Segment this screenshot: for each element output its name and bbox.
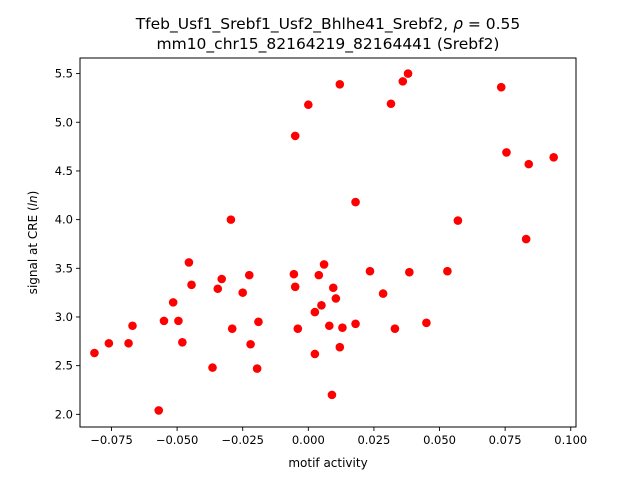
data-point-16 xyxy=(227,324,237,333)
data-point-15 xyxy=(226,215,236,224)
data-point-28 xyxy=(310,307,320,317)
data-point-4 xyxy=(128,321,137,331)
data-point-37 xyxy=(335,79,345,89)
y-tick-label: 3.5 xyxy=(55,261,73,275)
data-point-54 xyxy=(524,159,534,169)
data-point-41 xyxy=(365,266,375,276)
x-tick-label: 0.050 xyxy=(423,433,456,447)
y-tick-label: 5.0 xyxy=(55,115,73,129)
x-tick-label: −0.025 xyxy=(221,433,264,447)
data-point-30 xyxy=(317,301,326,310)
data-point-46 xyxy=(403,69,413,78)
data-point-25 xyxy=(293,324,303,333)
data-point-44 xyxy=(390,324,400,333)
data-point-5 xyxy=(154,406,164,415)
data-point-19 xyxy=(246,339,255,349)
data-point-20 xyxy=(252,364,262,373)
x-tick-label: 0.025 xyxy=(357,433,390,447)
chart-title-line2: mm10_chr15_82164219_82164441 (Srebf2) xyxy=(157,35,500,54)
data-point-10 xyxy=(184,258,194,267)
data-point-32 xyxy=(325,321,334,331)
data-point-35 xyxy=(331,294,341,303)
data-point-36 xyxy=(335,342,345,352)
data-point-39 xyxy=(351,197,360,207)
data-point-45 xyxy=(398,77,408,86)
data-point-21 xyxy=(254,317,263,327)
data-point-26 xyxy=(304,100,313,110)
x-tick-label: 0.075 xyxy=(489,433,522,447)
data-point-50 xyxy=(453,216,463,225)
data-point-2 xyxy=(104,338,114,348)
y-tick-label: 2.5 xyxy=(55,359,73,373)
data-point-9 xyxy=(178,338,187,347)
data-point-22 xyxy=(289,269,299,279)
data-point-17 xyxy=(238,288,248,297)
data-point-24 xyxy=(290,131,300,141)
axes-frame xyxy=(79,57,577,428)
data-point-49 xyxy=(443,266,452,276)
x-tick-label: −0.075 xyxy=(90,433,133,447)
data-point-11 xyxy=(187,280,196,290)
data-point-8 xyxy=(174,316,183,326)
data-point-48 xyxy=(422,318,431,328)
data-point-13 xyxy=(213,284,223,294)
data-point-31 xyxy=(319,260,329,269)
data-point-40 xyxy=(351,319,360,329)
y-tick-label: 3.0 xyxy=(55,310,73,324)
x-tick-label: −0.050 xyxy=(156,433,199,447)
data-point-18 xyxy=(244,270,254,280)
data-point-43 xyxy=(386,99,396,109)
y-tick-label: 5.5 xyxy=(55,67,73,81)
data-point-42 xyxy=(378,289,388,298)
data-point-38 xyxy=(338,323,347,332)
y-axis-label: signal at CRE (ln) xyxy=(26,191,40,295)
data-point-6 xyxy=(159,316,169,326)
y-tick-label: 4.0 xyxy=(55,213,73,227)
plot-area xyxy=(90,69,558,415)
data-point-53 xyxy=(521,234,531,244)
x-axis-label: motif activity xyxy=(288,456,367,470)
data-point-14 xyxy=(217,274,227,284)
data-point-47 xyxy=(405,267,414,277)
x-tick-label: 0.000 xyxy=(292,433,325,447)
y-tick-label: 2.0 xyxy=(55,407,73,421)
chart-title-line1: Tfeb_Usf1_Srebf1_Usf2_Bhlhe41_Srebf2, ρ … xyxy=(135,15,521,34)
data-point-34 xyxy=(328,283,338,293)
data-point-7 xyxy=(168,298,178,307)
data-point-29 xyxy=(314,270,324,280)
x-tick-label: 0.100 xyxy=(554,433,587,447)
data-point-27 xyxy=(310,349,320,359)
data-point-1 xyxy=(90,348,99,358)
data-point-52 xyxy=(502,148,511,157)
data-point-23 xyxy=(290,282,300,292)
data-point-3 xyxy=(124,338,133,348)
data-point-12 xyxy=(208,363,217,372)
data-point-33 xyxy=(327,390,337,400)
data-point-55 xyxy=(549,153,558,162)
y-tick-label: 4.5 xyxy=(55,164,73,178)
data-point-51 xyxy=(496,82,506,92)
y-axis: 2.0 2.5 3.0 3.5 4.0 4.5 5.0 5.5 xyxy=(55,67,80,421)
x-axis: −0.075 −0.050 −0.025 0.000 0.025 0.050 0.075 0.… xyxy=(90,427,587,447)
